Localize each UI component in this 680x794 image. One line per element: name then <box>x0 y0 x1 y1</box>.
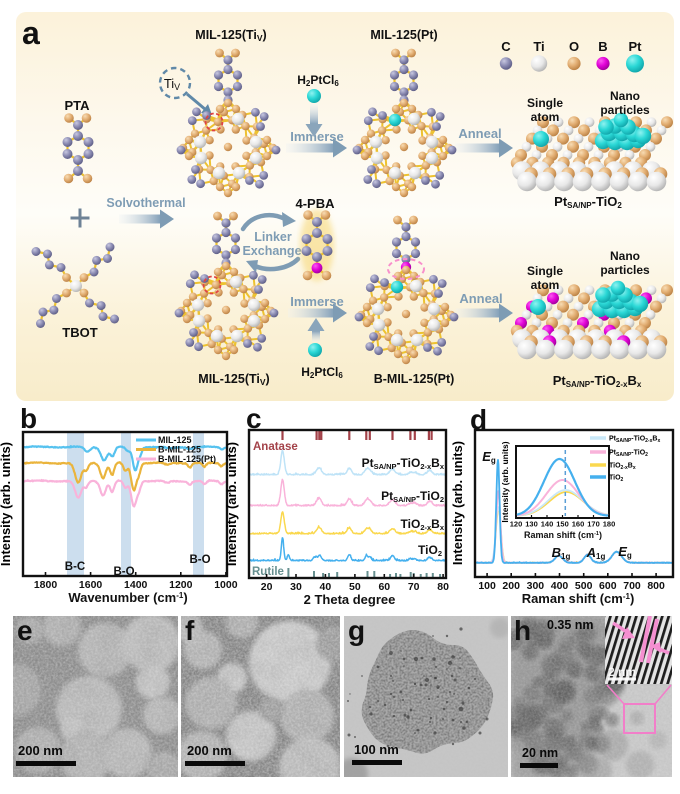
svg-text:1800: 1800 <box>34 579 58 591</box>
svg-text:c: c <box>246 403 262 434</box>
svg-text:Raman shift (cm-1): Raman shift (cm-1) <box>522 591 635 606</box>
svg-text:d: d <box>470 404 487 435</box>
svg-text:B1g: B1g <box>552 545 571 561</box>
svg-text:Immerse: Immerse <box>290 129 343 144</box>
svg-text:Immerse: Immerse <box>290 294 343 309</box>
svg-text:O: O <box>569 39 579 54</box>
svg-text:atom: atom <box>531 278 560 292</box>
svg-text:100 nm: 100 nm <box>354 742 399 757</box>
svg-text:80: 80 <box>437 581 449 593</box>
svg-text:4-PBA: 4-PBA <box>295 196 335 211</box>
svg-text:h: h <box>514 615 531 646</box>
svg-text:180: 180 <box>603 520 616 529</box>
svg-text:MIL-125(TiV): MIL-125(TiV) <box>198 372 269 387</box>
svg-text:60: 60 <box>378 581 390 593</box>
svg-text:Eg: Eg <box>618 544 632 560</box>
svg-text:150: 150 <box>556 520 569 529</box>
svg-text:MIL-125(TiV): MIL-125(TiV) <box>195 28 266 43</box>
svg-text:TiO2-xBx: TiO2-xBx <box>401 517 445 532</box>
svg-text:160: 160 <box>572 520 585 529</box>
svg-text:TBOT: TBOT <box>62 325 97 340</box>
svg-text:MIL-125(Pt): MIL-125(Pt) <box>370 28 437 42</box>
svg-text:300: 300 <box>527 580 545 592</box>
svg-text:600: 600 <box>599 580 617 592</box>
svg-text:130: 130 <box>525 520 538 529</box>
svg-text:B: B <box>598 39 607 54</box>
svg-text:Nano: Nano <box>610 89 640 103</box>
svg-text:20 nm: 20 nm <box>522 746 558 760</box>
svg-text:100: 100 <box>478 580 496 592</box>
svg-text:200 nm: 200 nm <box>187 743 232 758</box>
svg-text:B-MIL-125: B-MIL-125 <box>158 445 201 455</box>
svg-text:20: 20 <box>261 581 273 593</box>
svg-text:120: 120 <box>510 520 523 529</box>
svg-text:PTA: PTA <box>64 98 90 113</box>
svg-text:800: 800 <box>647 580 665 592</box>
svg-text:MIL-125: MIL-125 <box>158 435 192 445</box>
svg-text:40: 40 <box>320 581 332 593</box>
svg-text:50: 50 <box>349 581 361 593</box>
svg-text:Single: Single <box>527 264 563 278</box>
svg-text:Ti: Ti <box>533 39 544 54</box>
svg-text:PtSA/NP-TiO2: PtSA/NP-TiO2 <box>609 450 648 459</box>
svg-text:170: 170 <box>587 520 600 529</box>
svg-text:particles: particles <box>600 263 650 277</box>
svg-text:500: 500 <box>575 580 593 592</box>
svg-text:B-MIL-125(Pt): B-MIL-125(Pt) <box>374 372 455 386</box>
svg-text:Solvothermal: Solvothermal <box>106 196 185 210</box>
svg-text:Exchange: Exchange <box>242 244 301 258</box>
svg-text:e: e <box>17 615 33 646</box>
svg-text:b: b <box>20 403 37 434</box>
svg-text:Intensity (arb. units): Intensity (arb. units) <box>450 441 465 565</box>
svg-text:140: 140 <box>541 520 554 529</box>
svg-text:TiO2-xBx: TiO2-xBx <box>609 463 636 472</box>
svg-text:Anneal: Anneal <box>458 126 501 141</box>
svg-text:1200: 1200 <box>169 579 193 591</box>
svg-text:a: a <box>22 15 40 51</box>
svg-text:TiO2: TiO2 <box>418 543 442 558</box>
svg-text:Intensity (arb. units): Intensity (arb. units) <box>224 442 239 566</box>
svg-text:200 nm: 200 nm <box>18 743 63 758</box>
svg-text:0.35 nm: 0.35 nm <box>547 618 594 632</box>
svg-text:Linker: Linker <box>254 230 292 244</box>
svg-text:Rutile: Rutile <box>252 566 284 578</box>
svg-text:f: f <box>185 615 195 646</box>
svg-text:Intensity (arb. units): Intensity (arb. units) <box>500 441 510 522</box>
svg-text:400: 400 <box>551 580 569 592</box>
svg-text:particles: particles <box>600 103 650 117</box>
svg-text:1400: 1400 <box>124 579 148 591</box>
svg-text:PtSA/NP-TiO2-xBx: PtSA/NP-TiO2-xBx <box>609 436 660 445</box>
svg-text:30: 30 <box>290 581 302 593</box>
svg-text:TiO2: TiO2 <box>609 475 624 484</box>
svg-text:200: 200 <box>502 580 520 592</box>
svg-text:700: 700 <box>623 580 641 592</box>
svg-text:2 nm: 2 nm <box>608 665 636 679</box>
svg-text:1600: 1600 <box>79 579 103 591</box>
svg-text:Single: Single <box>527 96 563 110</box>
svg-text:70: 70 <box>408 581 420 593</box>
svg-text:B-C: B-C <box>65 561 85 573</box>
svg-text:Wavenumber (cm-1): Wavenumber (cm-1) <box>68 590 187 605</box>
svg-text:B-MIL-125(Pt): B-MIL-125(Pt) <box>158 454 216 464</box>
svg-text:Raman shift (cm-1): Raman shift (cm-1) <box>524 530 602 540</box>
svg-text:Pt: Pt <box>629 39 643 54</box>
svg-text:Nano: Nano <box>610 249 640 263</box>
svg-text:2 Theta degree: 2 Theta degree <box>304 592 396 607</box>
svg-text:1000: 1000 <box>214 579 238 591</box>
svg-text:g: g <box>348 615 365 646</box>
svg-text:A1g: A1g <box>586 545 606 561</box>
svg-text:Intensity (arb. units): Intensity (arb. units) <box>0 442 13 566</box>
svg-text:Eg: Eg <box>482 449 496 465</box>
svg-text:atom: atom <box>531 110 560 124</box>
svg-text:Anatase: Anatase <box>253 441 298 453</box>
svg-text:Anneal: Anneal <box>459 291 502 306</box>
svg-text:B-O: B-O <box>189 554 210 566</box>
svg-text:C: C <box>501 39 511 54</box>
